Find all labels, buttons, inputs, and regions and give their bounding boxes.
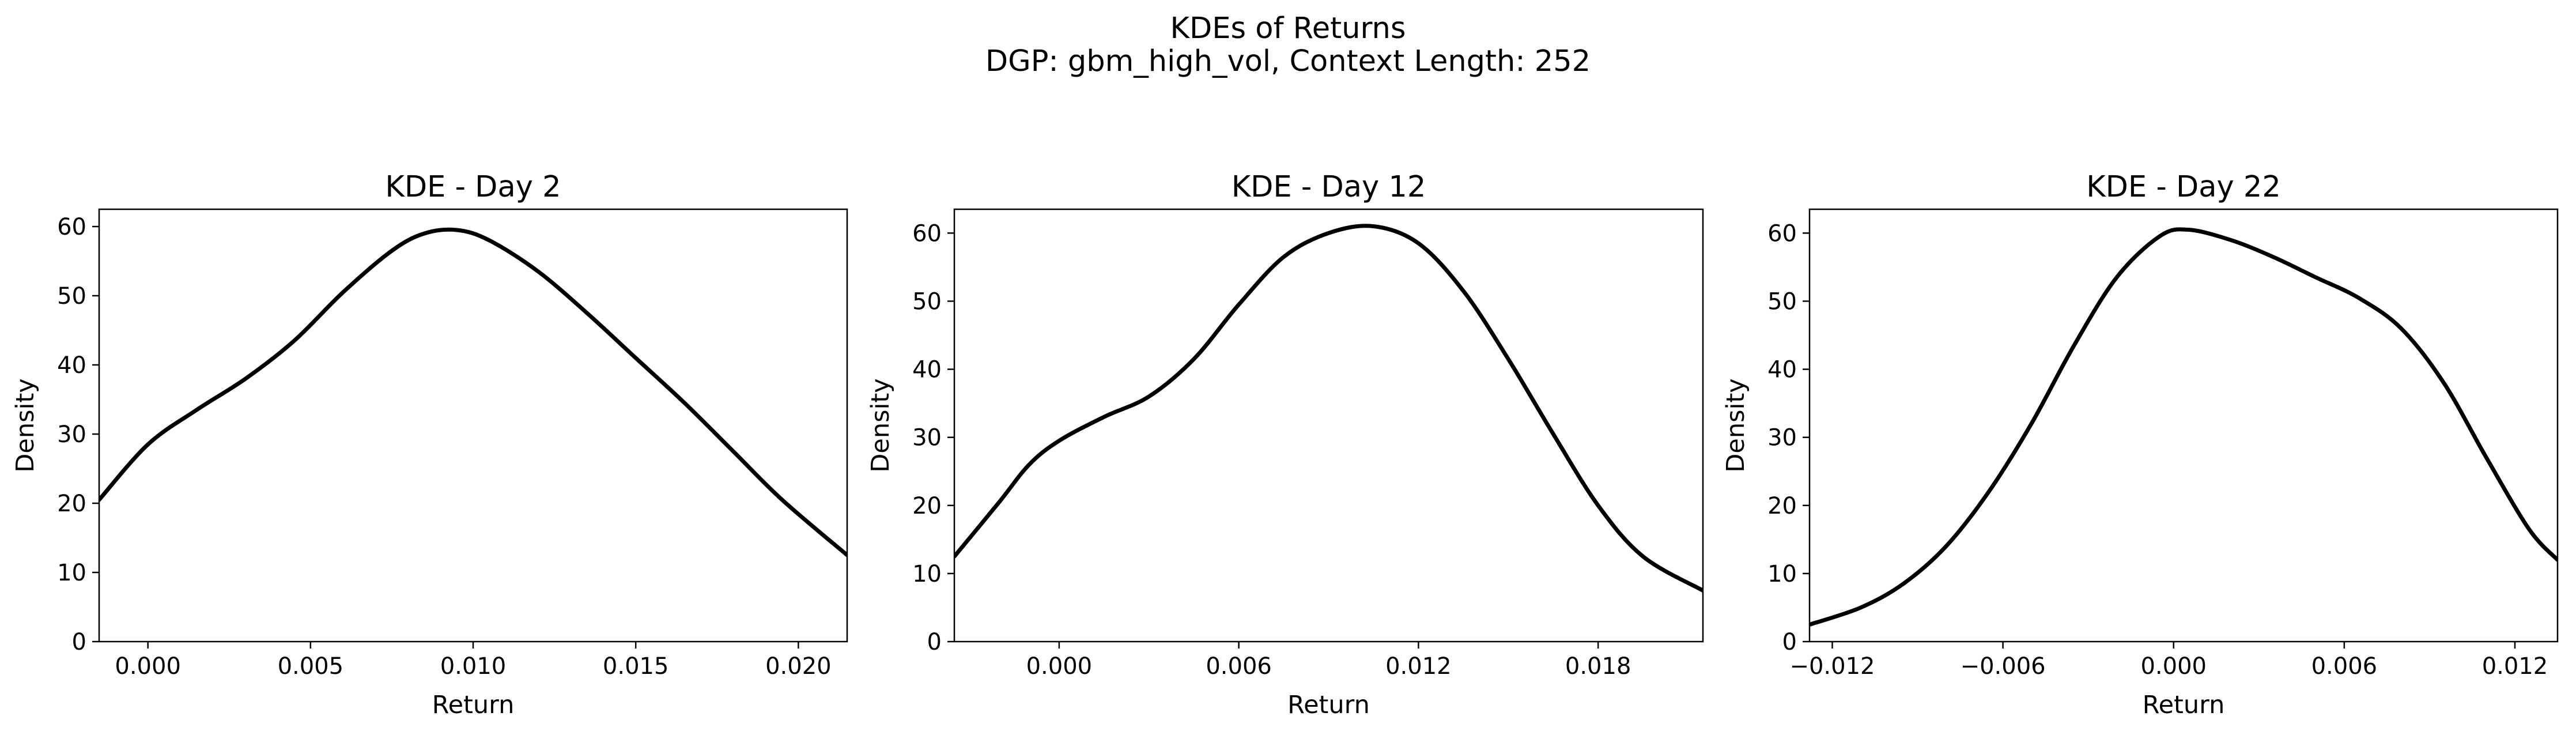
x-tick-label: 0.012 (2482, 653, 2548, 680)
y-tick-label: 20 (912, 493, 942, 519)
y-axis-label: Density (11, 378, 40, 472)
x-tick-label: 0.000 (1026, 653, 1093, 680)
x-tick-label: −0.006 (1961, 653, 2046, 680)
y-tick-label: 20 (1767, 493, 1797, 519)
x-axis-label: Return (2143, 691, 2225, 719)
y-tick-label: 10 (1767, 561, 1797, 587)
subplot-day-0: KDE - Day 2 0.000 0.005 0.010 0.015 0.020 0 10 2… (11, 170, 848, 719)
y-tick-label: 50 (912, 288, 942, 315)
y-tick-label: 60 (1767, 220, 1797, 247)
y-tick-label: 30 (57, 421, 86, 448)
x-axis-label: Return (432, 691, 515, 719)
y-tick-label: 50 (1767, 288, 1797, 315)
figure-title-line1: KDEs of Returns (1170, 12, 1406, 46)
x-tick-label: 0.018 (1565, 653, 1631, 680)
x-tick-label: 0.000 (115, 653, 181, 680)
kde-curve (954, 224, 1703, 593)
y-tick-label: 50 (57, 283, 86, 310)
y-tick-label: 60 (57, 214, 86, 240)
subplot-title: KDE - Day 22 (2086, 170, 2281, 204)
x-tick-label: −0.012 (1789, 653, 1875, 680)
y-tick-label: 10 (57, 560, 86, 586)
subplot-day-2: KDE - Day 22 −0.012 −0.006 0.000 0.006 0.012 0… (1721, 170, 2559, 719)
y-axis-label: Density (866, 378, 895, 472)
axes-frame (1808, 208, 2559, 643)
y-tick-label: 40 (57, 352, 86, 379)
axes-frame (953, 208, 1704, 643)
x-tick-label: 0.012 (1385, 653, 1452, 680)
axes-frame (98, 208, 848, 643)
x-tick-label: 0.000 (2140, 653, 2207, 680)
y-tick-label: 0 (72, 629, 86, 655)
y-tick-label: 40 (912, 357, 942, 383)
y-tick-label: 0 (927, 629, 942, 655)
subplot-title: KDE - Day 2 (385, 170, 561, 204)
x-tick-label: 0.015 (603, 653, 669, 680)
x-tick-label: 0.006 (1206, 653, 1272, 680)
y-tick-label: 60 (912, 220, 942, 247)
figure-title-line2: DGP: gbm_high_vol, Context Length: 252 (985, 44, 1591, 78)
y-tick-label: 0 (1782, 629, 1797, 655)
x-tick-label: 0.010 (440, 653, 507, 680)
subplot-title: KDE - Day 12 (1232, 170, 1426, 204)
kde-curve (99, 227, 847, 557)
kde-curve (1810, 227, 2558, 627)
x-tick-label: 0.020 (765, 653, 832, 680)
x-tick-label: 0.006 (2311, 653, 2378, 680)
y-tick-label: 20 (57, 491, 86, 517)
subplot-day-1: KDE - Day 12 0.000 0.006 0.012 0.018 0 10 20 30 4… (866, 170, 1704, 719)
y-tick-label: 30 (912, 425, 942, 451)
x-tick-label: 0.005 (278, 653, 344, 680)
y-tick-label: 30 (1767, 425, 1797, 451)
x-axis-label: Return (1287, 691, 1370, 719)
y-tick-label: 10 (912, 561, 942, 587)
y-tick-label: 40 (1767, 357, 1797, 383)
y-axis-label: Density (1721, 378, 1750, 472)
subplots: KDE - Day 2 0.000 0.005 0.010 0.015 0.020 0 10 2… (11, 170, 2559, 719)
